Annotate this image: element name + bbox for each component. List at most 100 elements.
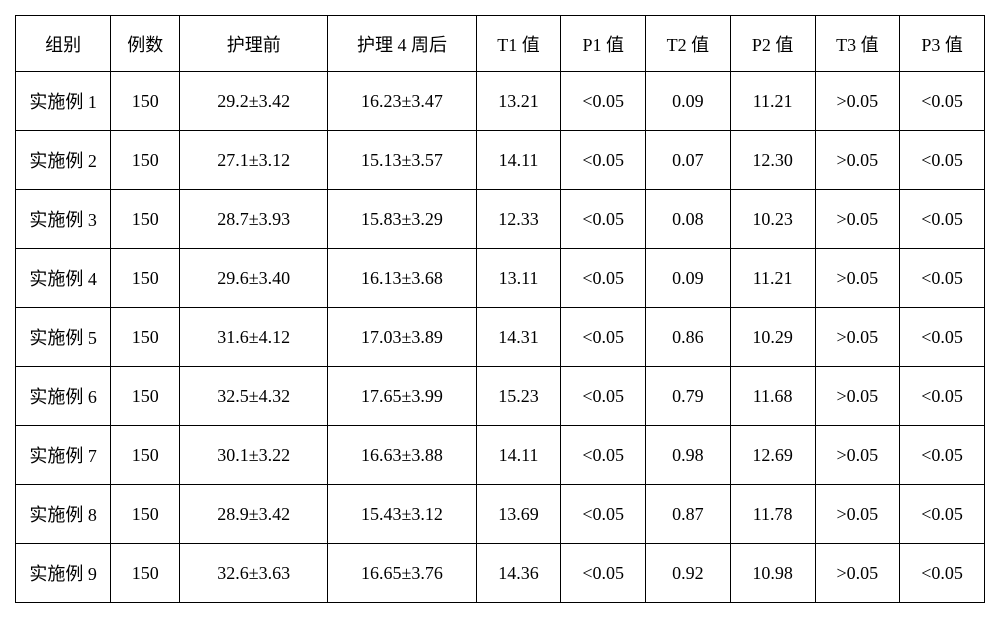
table-cell: 150 — [111, 544, 180, 603]
table-cell: 0.09 — [646, 72, 731, 131]
table-cell: >0.05 — [815, 544, 900, 603]
table-cell: 实施例 2 — [16, 131, 111, 190]
table-cell: 实施例 6 — [16, 367, 111, 426]
table-cell: <0.05 — [900, 308, 985, 367]
table-cell: 实施例 7 — [16, 426, 111, 485]
table-cell: 13.11 — [476, 249, 561, 308]
table-cell: 14.11 — [476, 426, 561, 485]
table-cell: 11.21 — [730, 249, 815, 308]
table-cell: 10.98 — [730, 544, 815, 603]
table-cell: <0.05 — [900, 426, 985, 485]
table-cell: <0.05 — [561, 249, 646, 308]
table-cell: 10.29 — [730, 308, 815, 367]
table-header-cell: P2 值 — [730, 16, 815, 72]
table-cell: 28.7±3.93 — [180, 190, 328, 249]
table-header-cell: P1 值 — [561, 16, 646, 72]
table-cell: <0.05 — [561, 426, 646, 485]
table-cell: <0.05 — [561, 72, 646, 131]
table-header-cell: 组别 — [16, 16, 111, 72]
table-cell: 13.21 — [476, 72, 561, 131]
table-header-cell: 例数 — [111, 16, 180, 72]
table-cell: 14.11 — [476, 131, 561, 190]
table-cell: <0.05 — [561, 308, 646, 367]
table-cell: 实施例 5 — [16, 308, 111, 367]
table-row: 实施例 315028.7±3.9315.83±3.2912.33<0.050.0… — [16, 190, 985, 249]
table-cell: 30.1±3.22 — [180, 426, 328, 485]
table-cell: 11.68 — [730, 367, 815, 426]
table-cell: 0.09 — [646, 249, 731, 308]
table-cell: >0.05 — [815, 249, 900, 308]
table-cell: 0.86 — [646, 308, 731, 367]
table-cell: 17.65±3.99 — [328, 367, 476, 426]
table-header-cell: T3 值 — [815, 16, 900, 72]
table-cell: <0.05 — [561, 544, 646, 603]
table-row: 实施例 715030.1±3.2216.63±3.8814.11<0.050.9… — [16, 426, 985, 485]
table-cell: 32.5±4.32 — [180, 367, 328, 426]
table-cell: 29.2±3.42 — [180, 72, 328, 131]
table-cell: 32.6±3.63 — [180, 544, 328, 603]
table-cell: 实施例 8 — [16, 485, 111, 544]
table-cell: 27.1±3.12 — [180, 131, 328, 190]
table-cell: 13.69 — [476, 485, 561, 544]
table-cell: 150 — [111, 72, 180, 131]
table-cell: <0.05 — [900, 544, 985, 603]
table-row: 实施例 515031.6±4.1217.03±3.8914.31<0.050.8… — [16, 308, 985, 367]
table-cell: 150 — [111, 485, 180, 544]
table-cell: 12.30 — [730, 131, 815, 190]
table-header-row: 组别例数护理前护理 4 周后T1 值P1 值T2 值P2 值T3 值P3 值 — [16, 16, 985, 72]
table-cell: <0.05 — [900, 485, 985, 544]
table-row: 实施例 815028.9±3.4215.43±3.1213.69<0.050.8… — [16, 485, 985, 544]
table-cell: 11.78 — [730, 485, 815, 544]
table-row: 实施例 115029.2±3.4216.23±3.4713.21<0.050.0… — [16, 72, 985, 131]
table-cell: 14.31 — [476, 308, 561, 367]
table-cell: 实施例 9 — [16, 544, 111, 603]
table-cell: >0.05 — [815, 485, 900, 544]
data-table: 组别例数护理前护理 4 周后T1 值P1 值T2 值P2 值T3 值P3 值 实… — [15, 15, 985, 603]
table-cell: <0.05 — [561, 367, 646, 426]
table-cell: >0.05 — [815, 426, 900, 485]
table-cell: >0.05 — [815, 72, 900, 131]
table-cell: 29.6±3.40 — [180, 249, 328, 308]
table-cell: <0.05 — [900, 131, 985, 190]
table-cell: 15.43±3.12 — [328, 485, 476, 544]
table-cell: 150 — [111, 131, 180, 190]
table-cell: 15.83±3.29 — [328, 190, 476, 249]
table-cell: 12.33 — [476, 190, 561, 249]
table-cell: 150 — [111, 367, 180, 426]
table-cell: <0.05 — [900, 249, 985, 308]
table-cell: >0.05 — [815, 131, 900, 190]
table-cell: 12.69 — [730, 426, 815, 485]
table-cell: 16.13±3.68 — [328, 249, 476, 308]
table-cell: 150 — [111, 249, 180, 308]
table-cell: 16.65±3.76 — [328, 544, 476, 603]
table-cell: >0.05 — [815, 308, 900, 367]
table-cell: 150 — [111, 308, 180, 367]
table-cell: <0.05 — [900, 72, 985, 131]
table-row: 实施例 615032.5±4.3217.65±3.9915.23<0.050.7… — [16, 367, 985, 426]
table-header-cell: P3 值 — [900, 16, 985, 72]
table-header-cell: 护理 4 周后 — [328, 16, 476, 72]
table-cell: 实施例 3 — [16, 190, 111, 249]
table-cell: 31.6±4.12 — [180, 308, 328, 367]
table-row: 实施例 915032.6±3.6316.65±3.7614.36<0.050.9… — [16, 544, 985, 603]
table-cell: >0.05 — [815, 367, 900, 426]
table-cell: 16.23±3.47 — [328, 72, 476, 131]
table-header-cell: T2 值 — [646, 16, 731, 72]
table-header-cell: 护理前 — [180, 16, 328, 72]
table-cell: 0.92 — [646, 544, 731, 603]
table-header-cell: T1 值 — [476, 16, 561, 72]
table-cell: 150 — [111, 190, 180, 249]
table-cell: 150 — [111, 426, 180, 485]
table-row: 实施例 415029.6±3.4016.13±3.6813.11<0.050.0… — [16, 249, 985, 308]
table-cell: <0.05 — [561, 485, 646, 544]
table-cell: 实施例 4 — [16, 249, 111, 308]
table-cell: 17.03±3.89 — [328, 308, 476, 367]
table-cell: 15.13±3.57 — [328, 131, 476, 190]
table-row: 实施例 215027.1±3.1215.13±3.5714.11<0.050.0… — [16, 131, 985, 190]
table-cell: 10.23 — [730, 190, 815, 249]
table-cell: 0.08 — [646, 190, 731, 249]
table-cell: 0.87 — [646, 485, 731, 544]
table-cell: 15.23 — [476, 367, 561, 426]
table-cell: 0.79 — [646, 367, 731, 426]
table-cell: <0.05 — [561, 131, 646, 190]
